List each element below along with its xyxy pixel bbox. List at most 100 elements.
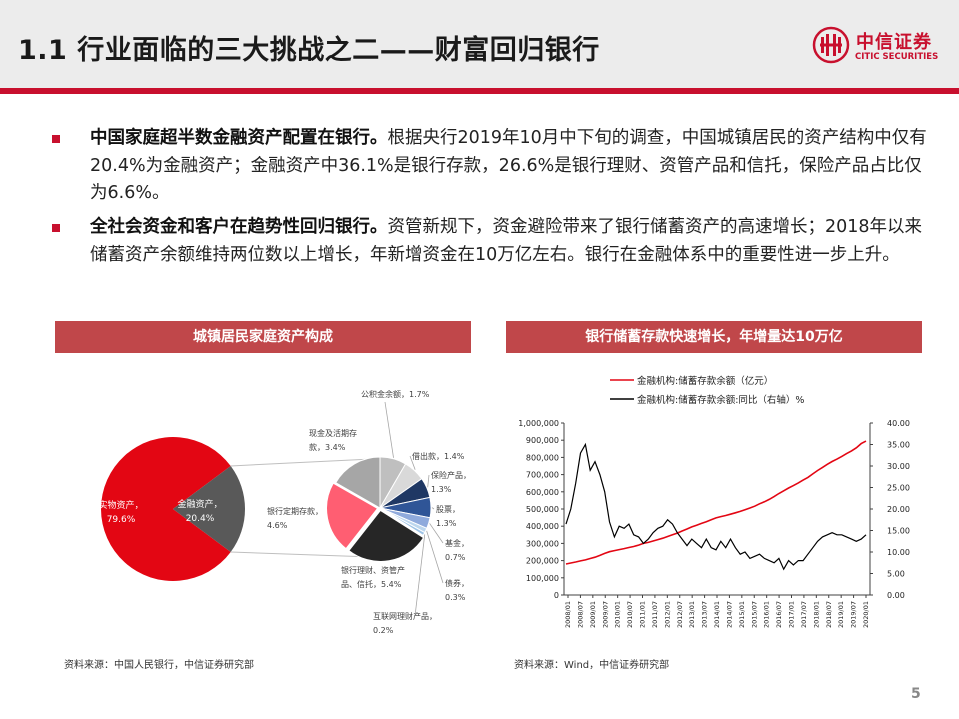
pie-leader-line xyxy=(426,530,444,584)
y-tick-label-left: 1,000,000 xyxy=(518,419,559,428)
x-tick-label: 2019/07 xyxy=(850,601,858,628)
right-source-note: 资料来源：Wind，中信证券研究部 xyxy=(514,660,670,671)
pie-breakdown-label: 款，3.4% xyxy=(309,442,346,452)
pie-breakdown-label: 互联网理财产品， xyxy=(373,611,437,621)
y-tick-label-right: 30.00 xyxy=(887,462,910,471)
pie-connector-line xyxy=(230,458,373,467)
pie-leader-line xyxy=(429,523,444,544)
pie-label: 实物资产， xyxy=(98,499,143,511)
series-line-yoy-growth xyxy=(565,442,867,571)
y-tick-label-right: 15.00 xyxy=(887,527,910,536)
bullet-text: 中国家庭超半数金融资产配置在银行。根据央行2019年10月中下旬的调查，中国城镇… xyxy=(90,125,936,208)
y-tick-label-left: 800,000 xyxy=(526,453,559,462)
y-tick-label-right: 20.00 xyxy=(887,505,910,514)
x-tick-label: 2008/01 xyxy=(564,601,572,628)
pie-breakdown-label: 品、信托，5.4% xyxy=(341,579,402,589)
pie-breakdown-label: 银行定期存款， xyxy=(267,506,323,516)
bullet-body: 根据央行2019年10月中下旬的调查，中国城镇居民的资产结构中仅有20.4%为金… xyxy=(90,128,927,203)
x-tick-label: 2014/07 xyxy=(725,601,733,628)
right-chart-heading: 银行储蓄存款快速增长，年增量达10万亿 xyxy=(506,321,922,353)
x-tick-label: 2012/01 xyxy=(663,601,671,628)
x-tick-label: 2018/07 xyxy=(825,601,833,628)
x-tick-label: 2008/07 xyxy=(576,601,584,628)
y-tick-label-left: 900,000 xyxy=(526,436,559,445)
x-tick-label: 2015/07 xyxy=(750,601,758,628)
x-tick-label: 2020/01 xyxy=(862,601,870,628)
y-tick-label-right: 0.00 xyxy=(887,591,905,600)
x-tick-label: 2016/01 xyxy=(763,601,771,628)
pie-breakdown-label: 基金， xyxy=(445,538,469,548)
y-tick-label-left: 300,000 xyxy=(526,539,559,548)
pie-slice-physical-assets xyxy=(101,437,231,581)
pie-breakdown-label: 1.3% xyxy=(431,485,452,494)
pie-slice-financial-assets xyxy=(173,465,246,553)
y-tick-label-left: 500,000 xyxy=(526,505,559,514)
pie-breakdown-label: 公积金余额，1.7% xyxy=(361,389,430,399)
bullet-text: 全社会资金和客户在趋势性回归银行。资管新规下，资金避险带来了银行储蓄资产的高速增… xyxy=(90,214,936,269)
pie-breakdown-label: 保险产品， xyxy=(431,470,471,480)
pie-leader-line xyxy=(409,455,416,470)
y-tick-label-left: 400,000 xyxy=(526,522,559,531)
pie-breakdown-label: 股票， xyxy=(436,505,460,514)
pie-breakdown-label: 银行理财、资管产 xyxy=(341,565,405,575)
x-tick-label: 2017/07 xyxy=(800,601,808,628)
pie-breakdown-label: 0.3% xyxy=(445,593,466,602)
x-tick-label: 2011/07 xyxy=(651,601,659,628)
x-tick-label: 2010/01 xyxy=(614,601,622,628)
y-tick-label-left: 0 xyxy=(554,591,559,600)
page-title: 1.1 行业面临的三大挑战之二——财富回归银行 xyxy=(18,35,600,66)
x-tick-label: 2013/07 xyxy=(701,601,709,628)
header-bar xyxy=(0,0,959,88)
y-tick-label-left: 700,000 xyxy=(526,471,559,480)
x-tick-label: 2015/01 xyxy=(738,601,746,628)
bullet-body: 资管新规下，资金避险带来了银行储蓄资产的高速增长；2018年以来储蓄资产余额维持… xyxy=(90,217,923,265)
x-tick-label: 2016/07 xyxy=(775,601,783,628)
page-number: 5 xyxy=(911,686,921,702)
y-tick-label-right: 5.00 xyxy=(887,570,905,579)
pie-breakdown-label: 4.6% xyxy=(267,521,288,530)
logo-text-en: CITIC SECURITIES xyxy=(855,52,939,62)
pie-slice-breakdown xyxy=(326,482,379,550)
x-tick-label: 2011/01 xyxy=(639,601,647,628)
x-tick-label: 2013/01 xyxy=(688,601,696,628)
y-tick-label-right: 35.00 xyxy=(887,441,910,450)
legend-label: 金融机构:储蓄存款余额（亿元） xyxy=(637,375,773,387)
pie-leader-line xyxy=(414,534,426,617)
x-tick-label: 2009/01 xyxy=(589,601,597,628)
savings-deposit-chart: 金融机构:储蓄存款余额（亿元） 金融机构:储蓄存款余额:同比（右轴）% 0 100,0… xyxy=(518,375,910,628)
pie-breakdown-label: 0.7% xyxy=(445,553,466,562)
y-tick-label-left: 100,000 xyxy=(526,574,559,583)
pie-leader-line xyxy=(431,507,435,510)
pie-label: 金融资产， xyxy=(177,498,222,510)
pie-label: 79.6% xyxy=(107,515,136,525)
pie-breakdown-label: 借出款，1.4% xyxy=(412,451,465,461)
x-tick-label: 2014/01 xyxy=(713,601,721,628)
pie-breakdown-label: 现金及活期存 xyxy=(309,428,357,438)
pie-label: 20.4% xyxy=(186,514,215,524)
series-line-deposit-balance xyxy=(565,440,867,565)
pie-slice-breakdown xyxy=(335,456,381,509)
pie-connector-line xyxy=(230,551,373,558)
x-tick-label: 2019/01 xyxy=(837,601,845,628)
y-tick-label-left: 200,000 xyxy=(526,557,559,566)
y-tick-label-right: 10.00 xyxy=(887,548,910,557)
x-tick-label: 2010/07 xyxy=(626,601,634,628)
y-tick-label-right: 40.00 xyxy=(887,419,910,428)
header-divider xyxy=(0,88,959,94)
left-source-note: 资料来源：中国人民银行，中信证券研究部 xyxy=(64,660,254,671)
x-tick-label: 2018/01 xyxy=(812,601,820,628)
pie-breakdown-label: 0.2% xyxy=(373,626,394,635)
x-tick-label: 2012/07 xyxy=(676,601,684,628)
y-tick-label-left: 600,000 xyxy=(526,488,559,497)
pie-slice-breakdown xyxy=(348,509,425,562)
bullet-square-icon xyxy=(52,135,60,143)
legend-label: 金融机构:储蓄存款余额:同比（右轴）% xyxy=(637,394,804,406)
left-chart-heading: 城镇居民家庭资产构成 xyxy=(55,321,471,353)
pie-leader-line xyxy=(427,474,430,488)
y-tick-label-right: 25.00 xyxy=(887,484,910,493)
brand-logo: 中信证券 CITIC SECURITIES xyxy=(812,24,948,68)
pie-breakdown-label: 债券， xyxy=(445,578,469,588)
bullet-square-icon xyxy=(52,224,60,232)
pie-leader-line xyxy=(384,401,394,458)
citic-logo-icon xyxy=(812,26,850,64)
